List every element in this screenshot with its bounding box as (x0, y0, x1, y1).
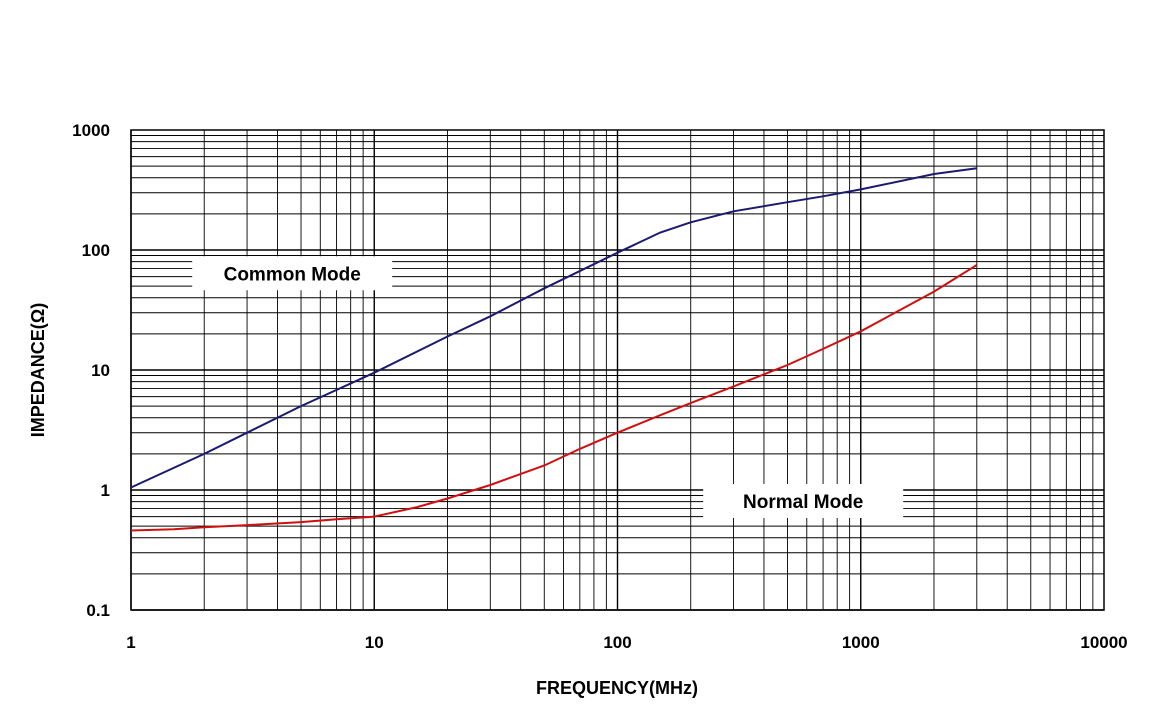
series-line-common-mode (130, 167, 977, 489)
y-tick-label: 1000 (72, 121, 110, 140)
y-tick-label: 100 (82, 241, 110, 260)
common-mode-label-background (192, 256, 393, 291)
x-tick-label: 100 (603, 633, 631, 652)
grid-lines (130, 130, 1104, 611)
x-tick-labels: 1 10 100 1000 10000 (126, 633, 1127, 652)
x-tick-label: 1 (126, 633, 135, 652)
y-axis-title: IMPEDANCE(Ω) (28, 303, 48, 437)
series-labels: Common Mode Normal Mode (192, 256, 904, 518)
normal-mode-label: Normal Mode (743, 492, 863, 513)
y-tick-labels: 1000 100 10 1 0.1 (72, 121, 110, 620)
normal-mode-label-background (703, 483, 904, 518)
x-tick-label: 1000 (842, 633, 880, 652)
series-line-normal-mode (130, 264, 978, 532)
plot-frame (130, 129, 1105, 611)
y-tick-label: 1 (101, 481, 110, 500)
y-tick-label: 10 (91, 361, 110, 380)
x-tick-label: 10 (365, 633, 384, 652)
y-tick-label: 0.1 (86, 601, 110, 620)
series-lines (130, 167, 978, 532)
x-axis-title: FREQUENCY(MHz) (536, 678, 698, 698)
common-mode-label: Common Mode (224, 264, 361, 285)
x-tick-label: 10000 (1080, 633, 1127, 652)
